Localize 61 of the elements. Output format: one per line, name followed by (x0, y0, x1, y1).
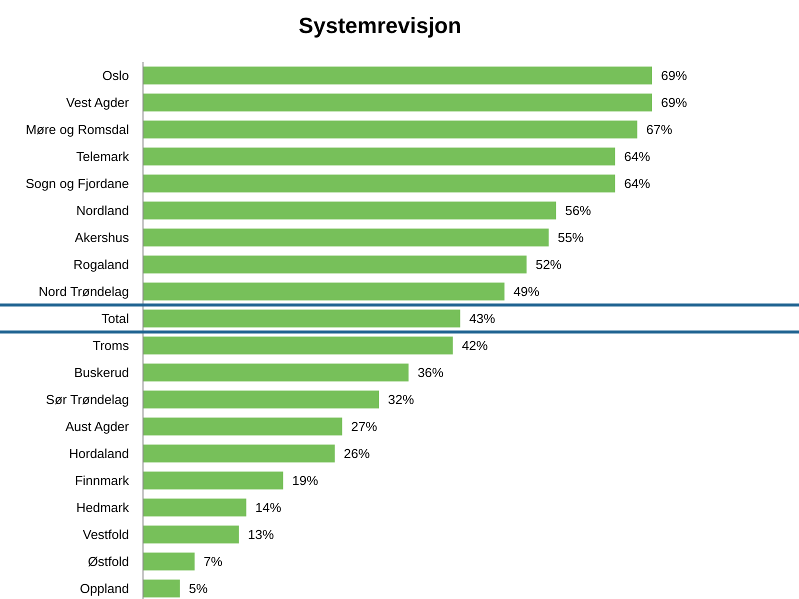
chart-title: Systemrevisjon (298, 13, 462, 38)
bar (143, 552, 195, 570)
data-label: 69% (661, 95, 688, 110)
data-label: 64% (624, 149, 651, 164)
data-label: 32% (388, 392, 415, 408)
y-tick-label: Telemark (76, 149, 130, 164)
data-label: 5% (188, 581, 208, 596)
data-label: 69% (661, 68, 688, 84)
bar (143, 66, 652, 84)
data-label: 36% (418, 365, 444, 380)
data-label: 64% (624, 176, 651, 192)
bar (143, 94, 652, 112)
y-tick-label: Nord Trøndelag (38, 284, 129, 300)
y-tick-label: Møre og Romsdal (26, 122, 130, 138)
y-tick-label: Vestfold (82, 527, 129, 542)
y-tick-label: Østfold (88, 554, 129, 570)
data-label: 7% (204, 554, 223, 570)
bar (143, 498, 246, 516)
y-tick-label: Troms (92, 338, 130, 354)
y-tick-label: Buskerud (74, 365, 129, 380)
bar (143, 472, 284, 490)
data-label: 19% (292, 473, 319, 488)
bar (143, 364, 409, 382)
y-tick-label: Hordaland (69, 446, 129, 462)
y-tick-label: Total (102, 311, 130, 326)
bar (143, 336, 453, 354)
y-tick-label: Nordland (76, 203, 129, 218)
y-tick-label: Oslo (102, 68, 129, 84)
bar (143, 444, 335, 462)
bar (143, 390, 380, 408)
bar (143, 580, 180, 598)
y-tick-label: Vest Agder (66, 95, 130, 110)
data-label: 67% (646, 122, 673, 138)
bar (143, 120, 638, 138)
y-tick-label: Sogn og Fjordane (26, 176, 129, 192)
bar (143, 202, 556, 220)
bar (143, 282, 504, 300)
y-tick-label: Akershus (74, 230, 130, 246)
data-label: 42% (462, 338, 488, 354)
y-tick-label: Rogaland (73, 257, 129, 272)
data-label: 43% (469, 311, 496, 326)
y-tick-label: Hedmark (76, 500, 130, 516)
y-tick-label: Finnmark (74, 473, 130, 488)
data-label: 52% (536, 257, 562, 272)
data-label: 26% (344, 446, 370, 462)
bar (143, 148, 616, 166)
bar (143, 256, 527, 274)
data-label: 13% (248, 527, 274, 542)
y-tick-label: Oppland (80, 581, 129, 596)
bar (143, 228, 549, 246)
y-tick-label: Aust Agder (65, 419, 130, 434)
bar (143, 310, 460, 328)
data-label: 55% (558, 230, 584, 246)
bar (143, 526, 239, 544)
data-label: 49% (513, 284, 540, 300)
y-tick-label: Sør Trøndelag (46, 392, 129, 408)
data-label: 56% (565, 203, 592, 218)
bar (143, 174, 616, 192)
data-label: 14% (255, 500, 282, 516)
data-label: 27% (351, 419, 378, 434)
bar (143, 418, 342, 436)
